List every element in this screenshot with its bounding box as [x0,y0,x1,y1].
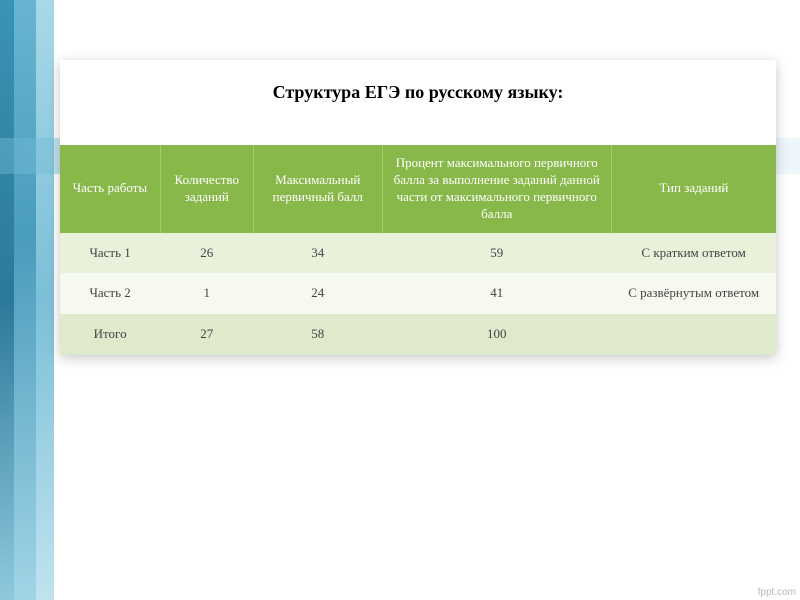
table-header-cell: Тип заданий [611,145,776,233]
structure-table: Часть работыКоличество заданийМаксимальн… [60,145,776,355]
title-wrap: Структура ЕГЭ по русскому языку: [60,60,776,145]
table-cell: 58 [253,314,382,355]
table-cell: Часть 2 [60,273,160,314]
table-header-cell: Процент максимального первичного балла з… [382,145,611,233]
table-header-cell: Максимальный первичный балл [253,145,382,233]
table-cell: С развёрнутым ответом [611,273,776,314]
bg-stripe [36,0,54,600]
table-cell: 26 [160,233,253,274]
table-cell: Часть 1 [60,233,160,274]
table-row: Часть 1263459С кратким ответом [60,233,776,274]
table-cell: 27 [160,314,253,355]
table-row: Итого2758100 [60,314,776,355]
table-cell: 41 [382,273,611,314]
table-header-cell: Количество заданий [160,145,253,233]
bg-stripe [14,0,36,600]
bg-stripe [0,0,14,600]
slide-card: Структура ЕГЭ по русскому языку: Часть р… [60,60,776,355]
footer-credit: fppt.com [758,587,796,598]
table-cell: Итого [60,314,160,355]
table-cell: С кратким ответом [611,233,776,274]
table-cell: 1 [160,273,253,314]
table-cell: 34 [253,233,382,274]
table-header-cell: Часть работы [60,145,160,233]
table-cell: 100 [382,314,611,355]
slide-title: Структура ЕГЭ по русскому языку: [80,82,756,103]
table-cell [611,314,776,355]
table-cell: 59 [382,233,611,274]
table-row: Часть 212441С развёрнутым ответом [60,273,776,314]
table-cell: 24 [253,273,382,314]
